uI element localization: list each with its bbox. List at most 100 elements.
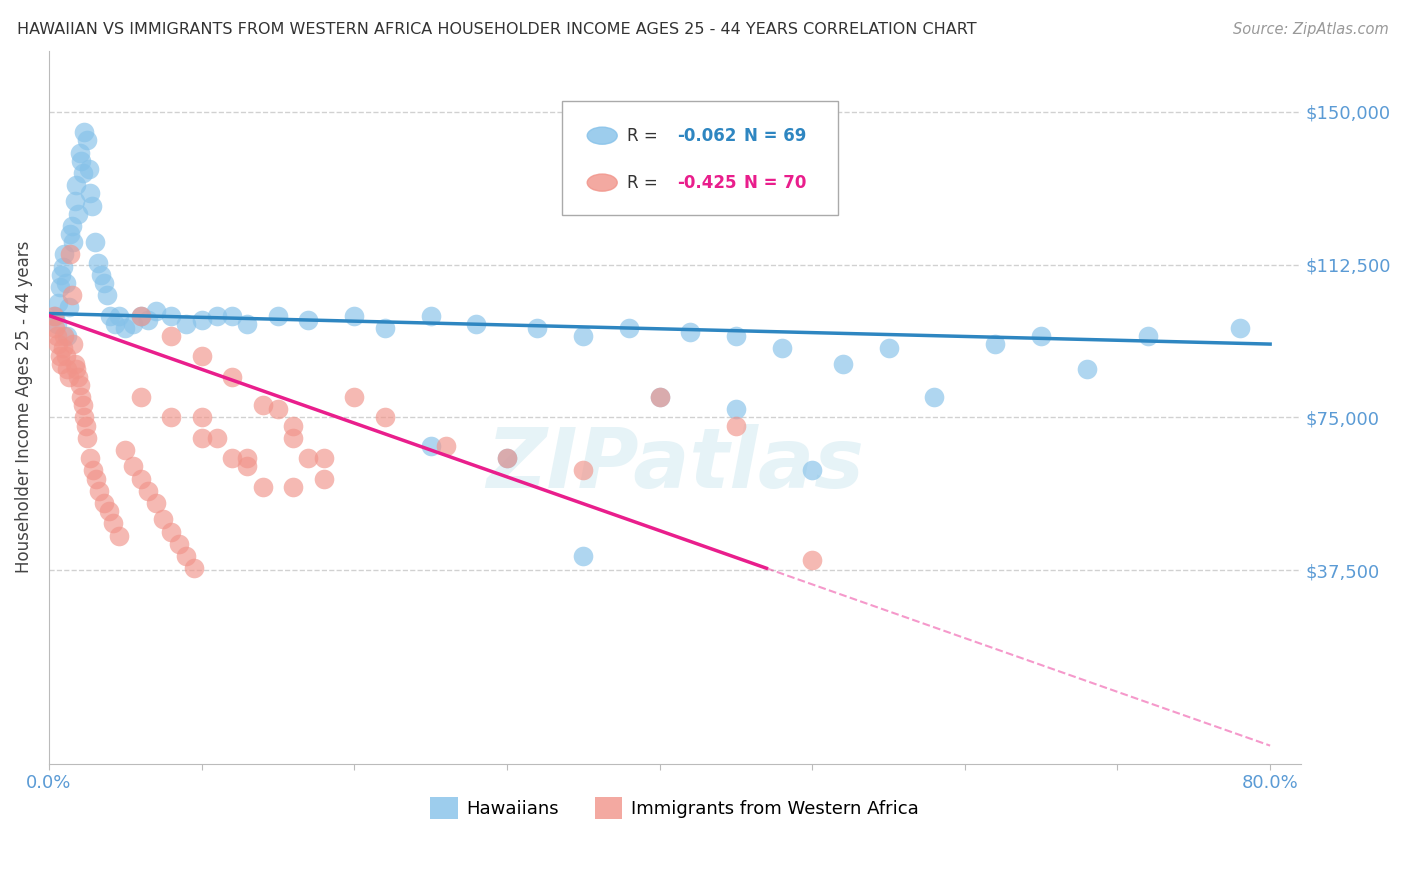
Point <box>53 247 76 261</box>
Point <box>374 320 396 334</box>
Point <box>75 418 97 433</box>
Point <box>70 390 93 404</box>
Point <box>76 133 98 147</box>
Text: N = 69: N = 69 <box>744 127 806 145</box>
Circle shape <box>588 174 617 191</box>
Point <box>190 431 212 445</box>
Point <box>648 390 671 404</box>
Point <box>52 260 75 274</box>
Point <box>724 329 747 343</box>
Point <box>129 472 152 486</box>
Point <box>136 483 159 498</box>
Point <box>419 439 441 453</box>
Point <box>80 198 103 212</box>
Point <box>70 153 93 168</box>
Point <box>176 317 198 331</box>
Point <box>267 402 290 417</box>
Point <box>101 516 124 531</box>
Point <box>343 390 366 404</box>
Point <box>97 504 120 518</box>
Point <box>770 341 793 355</box>
Point <box>114 443 136 458</box>
Point <box>283 431 305 445</box>
Point <box>44 309 66 323</box>
Point <box>62 235 84 250</box>
Point <box>56 361 79 376</box>
Point <box>45 317 67 331</box>
Point <box>183 561 205 575</box>
Point <box>160 309 183 323</box>
Point <box>1229 320 1251 334</box>
Point <box>104 317 127 331</box>
Point <box>572 549 595 563</box>
Point <box>65 178 87 193</box>
Point <box>122 317 145 331</box>
Point <box>648 390 671 404</box>
Point <box>76 431 98 445</box>
Point <box>221 309 243 323</box>
Point <box>984 337 1007 351</box>
Point <box>63 194 86 209</box>
Point <box>129 309 152 323</box>
Point <box>465 317 488 331</box>
Point <box>283 418 305 433</box>
Point <box>59 247 82 261</box>
Legend: Hawaiians, Immigrants from Western Africa: Hawaiians, Immigrants from Western Afric… <box>423 789 927 826</box>
Point <box>60 219 83 233</box>
Text: -0.425: -0.425 <box>678 174 737 192</box>
Point <box>60 288 83 302</box>
Point <box>801 553 824 567</box>
Point <box>66 207 89 221</box>
Text: R =: R = <box>627 127 664 145</box>
Point <box>176 549 198 563</box>
Point <box>572 463 595 477</box>
Point <box>267 309 290 323</box>
FancyBboxPatch shape <box>562 101 838 215</box>
Point <box>297 451 319 466</box>
Point <box>160 410 183 425</box>
Point <box>419 309 441 323</box>
Circle shape <box>588 128 617 145</box>
Point <box>801 463 824 477</box>
Point <box>58 369 80 384</box>
Point <box>252 480 274 494</box>
Text: Source: ZipAtlas.com: Source: ZipAtlas.com <box>1233 22 1389 37</box>
Point <box>72 166 94 180</box>
Point <box>724 418 747 433</box>
Point <box>167 537 190 551</box>
Point <box>53 329 76 343</box>
Point <box>236 317 259 331</box>
Point <box>160 524 183 539</box>
Point <box>312 451 335 466</box>
Point <box>63 358 86 372</box>
Point <box>59 227 82 241</box>
Point <box>572 329 595 343</box>
Point <box>69 145 91 160</box>
Point <box>145 304 167 318</box>
Point <box>679 325 702 339</box>
Point <box>73 410 96 425</box>
Point <box>93 276 115 290</box>
Point <box>56 329 79 343</box>
Point <box>62 337 84 351</box>
Point <box>114 320 136 334</box>
Point <box>205 309 228 323</box>
Point <box>51 358 73 372</box>
Point <box>496 451 519 466</box>
Point <box>65 361 87 376</box>
Point <box>48 280 70 294</box>
Point <box>312 472 335 486</box>
Point <box>129 309 152 323</box>
Point <box>1076 361 1098 376</box>
Point <box>205 431 228 445</box>
Point <box>221 369 243 384</box>
Point <box>83 235 105 250</box>
Point <box>108 528 131 542</box>
Point <box>72 398 94 412</box>
Point <box>434 439 457 453</box>
Text: HAWAIIAN VS IMMIGRANTS FROM WESTERN AFRICA HOUSEHOLDER INCOME AGES 25 - 44 YEARS: HAWAIIAN VS IMMIGRANTS FROM WESTERN AFRI… <box>17 22 977 37</box>
Point <box>42 309 65 323</box>
Point <box>526 320 548 334</box>
Point <box>343 309 366 323</box>
Point <box>84 472 107 486</box>
